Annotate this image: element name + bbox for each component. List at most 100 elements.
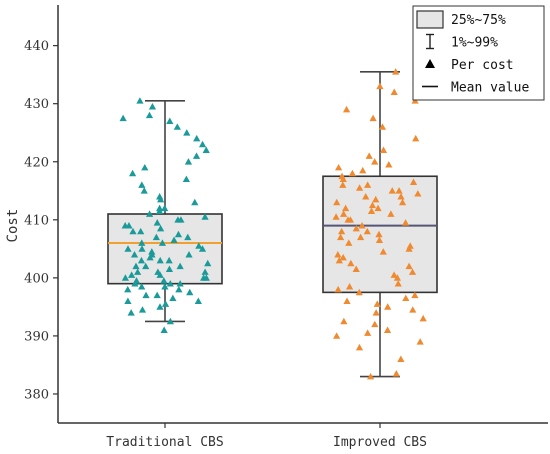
data-point [352,224,360,232]
y-tick-label: 390 [24,329,49,344]
data-point [392,370,400,377]
data-point [204,259,212,267]
data-point [194,297,202,304]
data-point [369,114,377,122]
data-point [384,303,392,310]
data-point [193,134,201,142]
data-point [387,210,395,217]
data-point [165,256,173,264]
x-tick-label: Traditional CBS [106,435,223,450]
data-point [176,280,184,287]
data-point [372,195,380,203]
legend: 25%~75% 1%~99% Per cost Mean value [412,5,545,101]
data-point [362,192,370,200]
data-point [368,201,377,209]
data-point [154,268,162,275]
data-point [202,146,210,154]
data-point [339,181,347,188]
data-point [158,239,167,246]
data-point [185,251,193,258]
y-tick-label: 400 [24,271,49,286]
data-point [355,288,363,296]
legend-box-swatch [416,10,444,29]
data-point [160,277,168,284]
data-point [201,213,209,220]
data-point [378,123,387,130]
data-point [395,187,403,194]
data-point [411,291,419,299]
data-point [419,314,427,322]
data-point [142,291,150,299]
data-point [184,158,193,165]
data-point [346,216,355,223]
data-point [388,187,396,194]
data-point [184,233,192,241]
data-point [397,192,405,200]
data-point [161,300,170,307]
data-point [352,265,360,273]
data-point [376,82,384,90]
data-point [142,262,150,270]
data-point [401,219,410,226]
data-point [182,175,190,183]
data-point [124,285,132,293]
data-point [145,210,154,217]
data-point [176,262,184,270]
data-point [174,230,183,238]
data-point [359,166,367,174]
data-point [345,282,354,290]
data-point [379,248,387,255]
data-point [406,242,414,249]
legend-triangle-swatch [425,59,435,68]
data-point [130,251,139,258]
data-point [138,181,146,188]
data-point [137,256,146,264]
data-point [129,169,137,177]
data-point [148,102,157,110]
data-point [132,262,140,270]
data-point [333,198,341,206]
data-point [202,274,210,281]
data-point [124,245,132,252]
data-point [335,256,343,264]
data-point [394,280,402,287]
data-point [137,227,145,235]
data-point [152,233,160,241]
data-point [342,105,351,113]
data-point [157,224,165,232]
data-point [348,169,356,177]
data-point [138,282,146,290]
data-point [392,68,400,75]
data-point [364,181,372,188]
data-point [345,239,353,246]
axes [57,5,548,424]
data-point [134,268,142,275]
data-point [390,271,398,278]
data-point [169,294,177,302]
data-point [198,245,207,252]
data-point [371,158,379,165]
data-point [141,163,149,171]
data-point [355,184,364,191]
data-point [124,297,132,304]
y-tick-label: 380 [24,387,49,402]
data-point [375,236,384,244]
data-points [119,68,427,380]
data-point [363,227,371,235]
data-point [375,230,383,238]
data-point [374,204,382,212]
data-point [358,222,366,229]
data-point [355,343,364,351]
data-point [145,111,154,119]
data-point [398,198,407,206]
data-point [385,161,393,168]
data-point [333,332,341,339]
data-point [340,317,348,325]
data-point [161,282,169,290]
data-point [372,309,380,316]
data-point [173,123,181,130]
data-point [132,277,141,284]
data-point [339,210,348,217]
data-point [383,326,392,333]
